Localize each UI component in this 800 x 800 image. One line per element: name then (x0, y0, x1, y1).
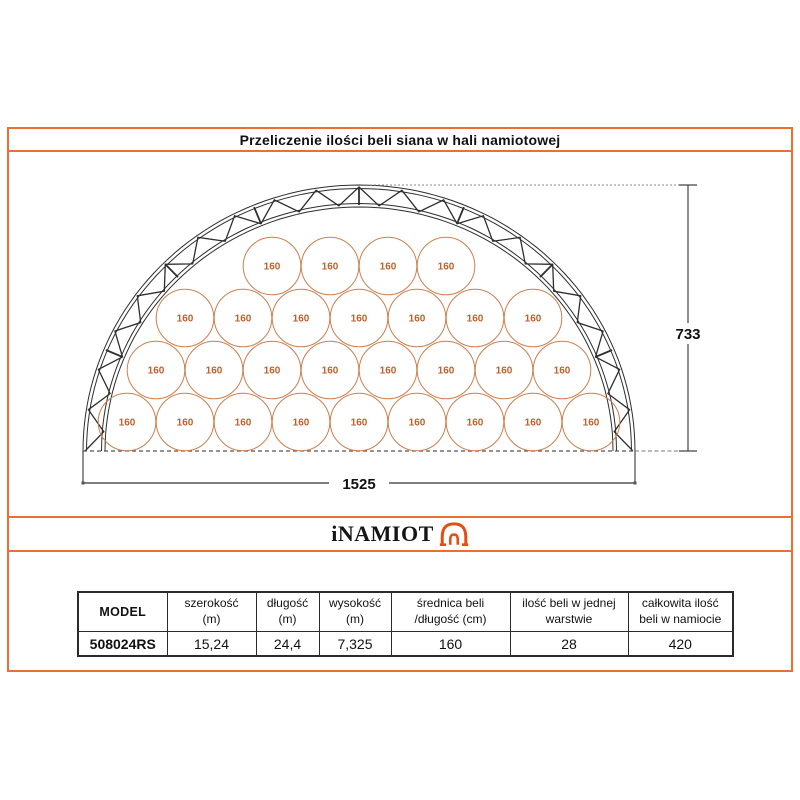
bale-diameter-label: 160 (438, 262, 455, 273)
col-header-length: długość (m) (255, 591, 320, 632)
bale-diameter-label: 160 (322, 366, 339, 377)
title-bar: Przeliczenie ilości beli siana w hali na… (7, 127, 793, 152)
bale-diameter-label: 160 (525, 314, 542, 325)
bale-diameter-label: 160 (583, 418, 600, 429)
bale-diameter-label: 160 (409, 418, 426, 429)
bale-diameter-label: 160 (380, 366, 397, 377)
page-title: Przeliczenie ilości beli siana w hali na… (239, 131, 561, 148)
bale-diameter-label: 160 (409, 314, 426, 325)
bale-diameter-label: 160 (235, 418, 252, 429)
hay-bales: 160 160 160 160 160 160 160 160 160 160 160 160 160 1… (97, 236, 621, 452)
bale-diameter-label: 160 (264, 262, 281, 273)
bale-diameter-label: 160 (496, 366, 513, 377)
bale-diameter-label: 160 (467, 418, 484, 429)
bale-diameter-label: 160 (293, 418, 310, 429)
width-dimension: 1525 (81, 474, 637, 493)
height-dimension-label: 733 (675, 326, 700, 343)
tent-cross-section-diagram: 160 160 160 160 160 160 160 160 160 160 160 160 160 1… (81, 184, 707, 493)
logo-text: iNAMIOT (331, 521, 434, 546)
bale-diameter-label: 160 (351, 418, 368, 429)
hay-bale (561, 392, 621, 452)
col-header-bales-per-layer: ilość beli w jednej warstwie (509, 591, 629, 632)
col-header-model: MODEL (77, 591, 168, 632)
col-header-bale-diameter: średnica beli /długość (cm) (390, 591, 511, 632)
bale-diameter-label: 160 (148, 366, 165, 377)
tent-arch-icon (439, 522, 468, 546)
spec-panel (7, 550, 793, 672)
spec-table-header-row: MODEL szerokość (m) długość (m) wysokość… (77, 591, 734, 632)
truss-arch (82, 184, 636, 452)
cell-bales-total: 420 (627, 631, 734, 657)
bale-diameter-label: 160 (235, 314, 252, 325)
bale-diameter-label: 160 (119, 418, 136, 429)
bale-diameter-label: 160 (264, 366, 281, 377)
cell-bales-per-layer: 28 (509, 631, 629, 657)
bale-diameter-label: 160 (322, 262, 339, 273)
cell-model: 508024RS (77, 631, 168, 657)
bale-diameter-label: 160 (293, 314, 310, 325)
height-dimension: 733 (370, 184, 707, 452)
bale-diameter-label: 160 (206, 366, 223, 377)
width-dimension-label: 1525 (342, 476, 375, 493)
col-header-height: wysokość (m) (318, 591, 392, 632)
spec-table-data-row: 508024RS 15,24 24,4 7,325 160 28 420 (77, 631, 734, 657)
bale-diameter-label: 160 (177, 314, 194, 325)
bale-diameter-label: 160 (525, 418, 542, 429)
bale-diameter-label: 160 (438, 366, 455, 377)
hay-bale (503, 288, 563, 348)
bale-diameter-label: 160 (467, 314, 484, 325)
hay-bale (416, 236, 476, 296)
col-header-bales-total: całkowita ilość beli w namiocie (627, 591, 734, 632)
logo-bar: iNAMIOT (7, 516, 793, 552)
spec-table: MODEL szerokość (m) długość (m) wysokość… (77, 591, 734, 657)
hay-bale (532, 340, 592, 400)
cell-height: 7,325 (318, 631, 392, 657)
bale-diameter-label: 160 (554, 366, 571, 377)
cell-bale-diameter: 160 (390, 631, 511, 657)
bale-diameter-label: 160 (380, 262, 397, 273)
bale-diameter-label: 160 (351, 314, 368, 325)
bale-diameter-label: 160 (177, 418, 194, 429)
cell-width: 15,24 (166, 631, 257, 657)
col-header-width: szerokość (m) (166, 591, 257, 632)
cell-length: 24,4 (255, 631, 320, 657)
